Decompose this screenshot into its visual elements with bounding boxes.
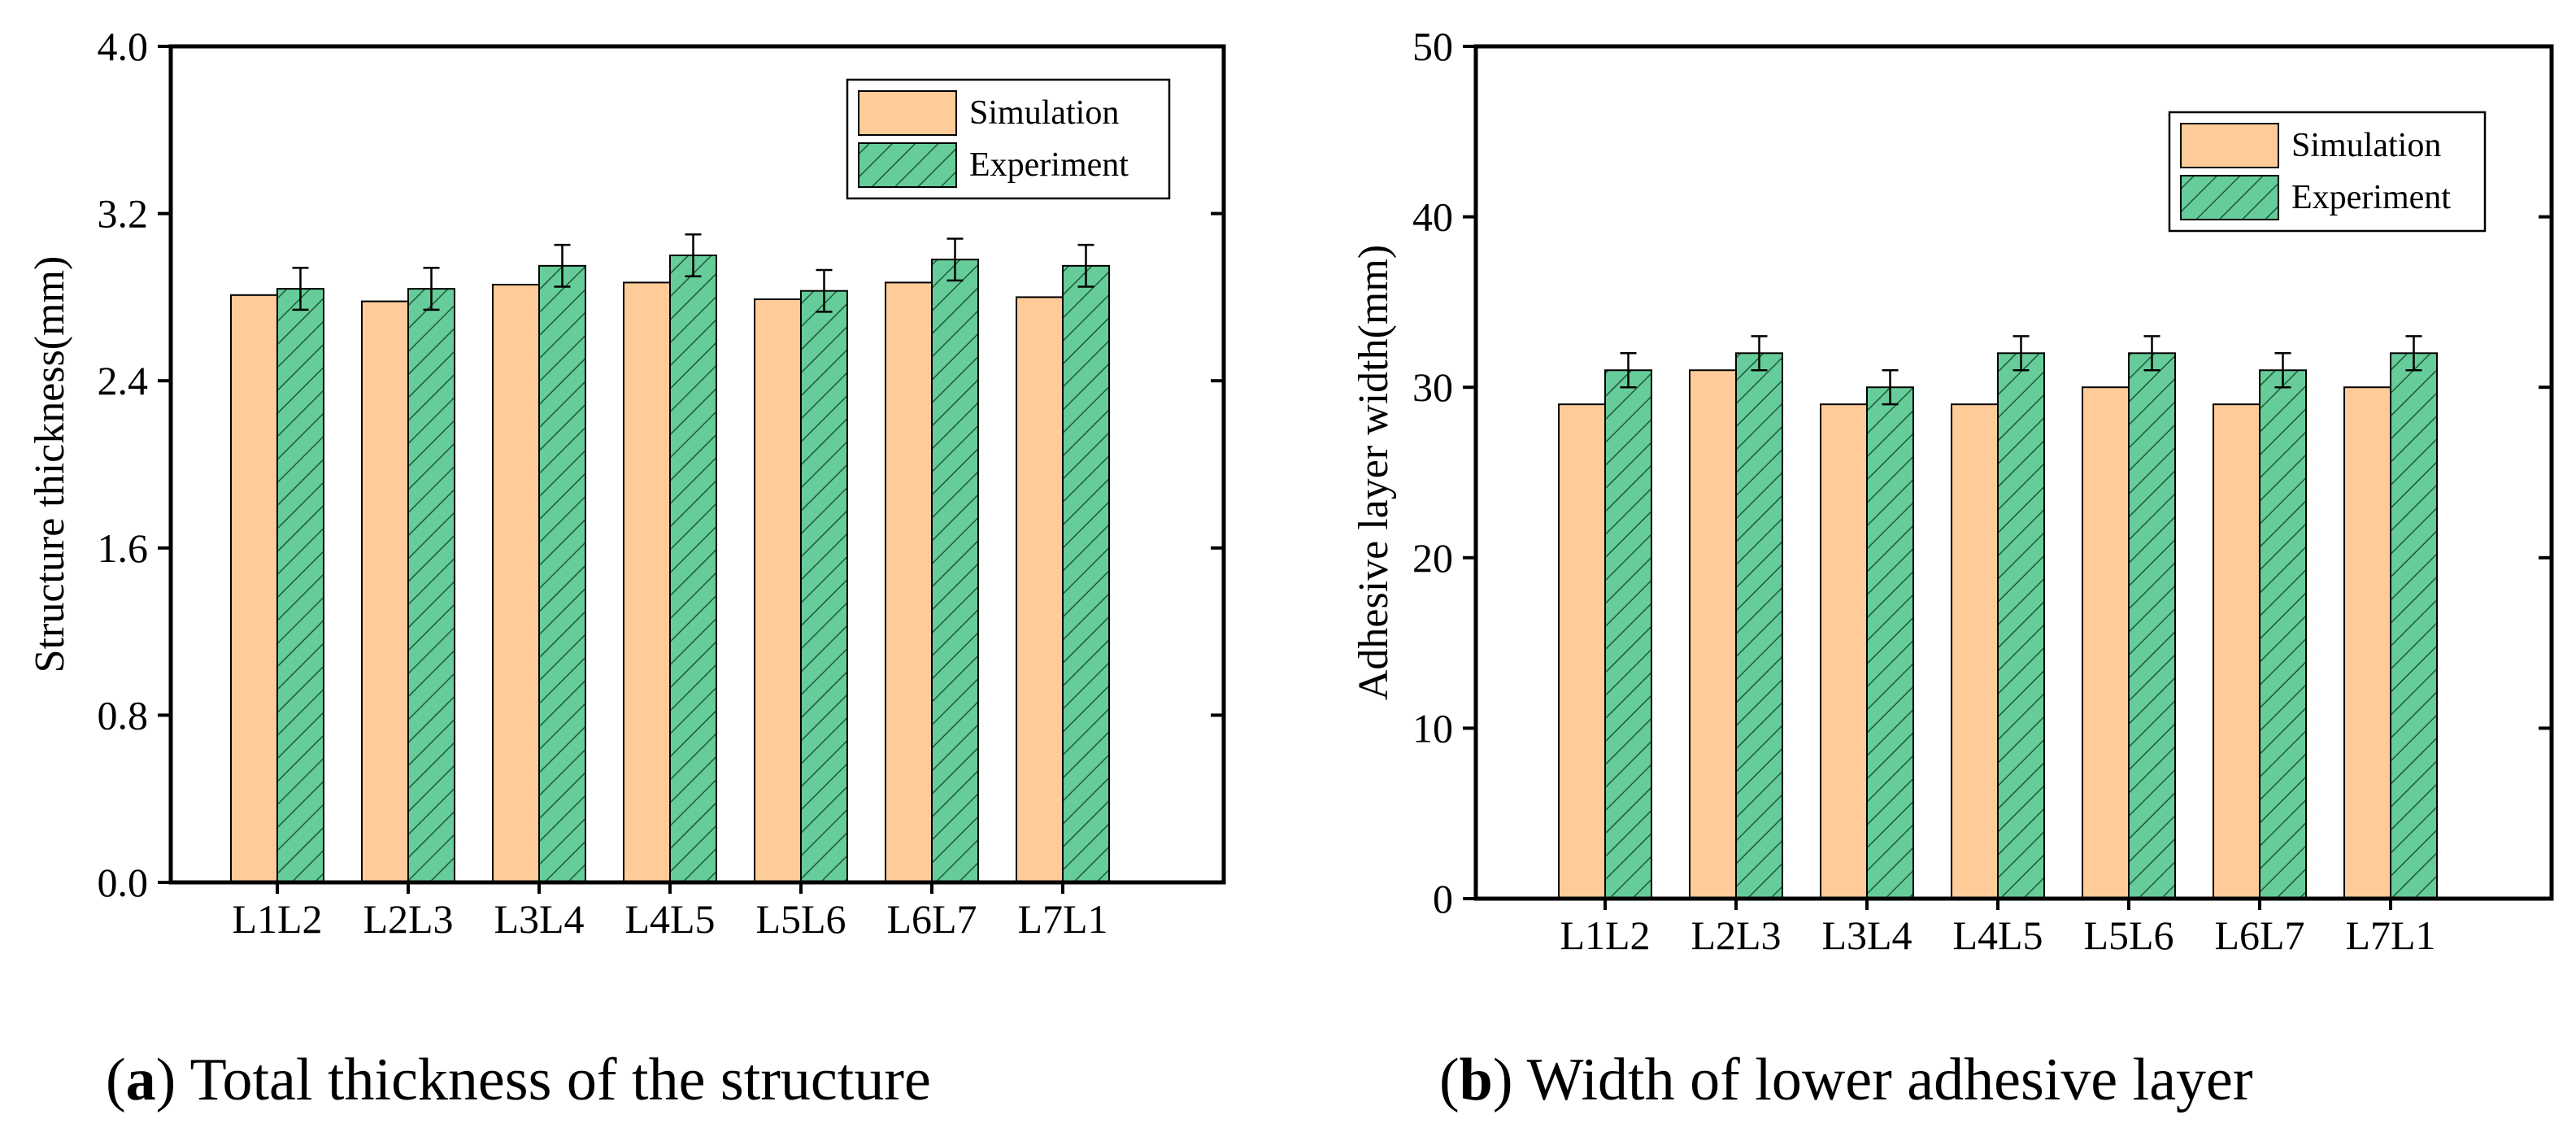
y-tick-label: 1.6	[98, 525, 149, 571]
error-bar-l4l5	[685, 233, 702, 277]
bar-simulation-l7l1	[2343, 386, 2391, 899]
bar-experiment-l2l3	[1735, 352, 1783, 899]
error-bar-l1l2	[1620, 352, 1637, 389]
caption-b-letter: b	[1460, 1047, 1493, 1113]
bar-experiment-l5l6	[800, 290, 848, 883]
x-tick-label-l5l6: L5L6	[2083, 912, 2174, 958]
error-bar-l4l5	[2012, 335, 2030, 372]
bar-simulation-l2l3	[1689, 369, 1737, 899]
y-axis-title: Adhesive layer width(mm)	[1351, 245, 1397, 700]
bar-simulation-l6l7	[2213, 403, 2261, 900]
x-axis-ticks: L1L2 L2L3 L3L4 L4L5 L5L6 L6L7 L7L1	[1560, 899, 2436, 958]
error-bars-group	[292, 233, 1094, 313]
x-tick-label-l6l7: L6L7	[886, 896, 977, 942]
legend-label-experiment: Experiment	[969, 146, 1129, 184]
error-bar-l6l7	[946, 237, 964, 282]
y-axis-title: Structure thickness(mm)	[27, 256, 73, 673]
bar-simulation-l3l4	[492, 283, 540, 884]
error-bar-l3l4	[554, 243, 571, 288]
bar-experiment-l1l2	[1604, 369, 1652, 899]
error-bar-l2l3	[423, 267, 440, 311]
legend-label-experiment: Experiment	[2291, 179, 2451, 216]
x-tick-label-l1l2: L1L2	[232, 896, 322, 942]
legend-swatch-simulation	[2180, 123, 2279, 168]
legend-swatch-experiment	[2180, 175, 2279, 220]
legend-swatch-simulation	[858, 90, 957, 136]
x-tick-label-l3l4: L3L4	[494, 896, 584, 942]
bar-simulation-l3l4	[1820, 403, 1868, 900]
error-bar-l2l3	[1751, 335, 1768, 372]
x-tick-label-l1l2: L1L2	[1560, 912, 1650, 958]
x-axis-ticks: L1L2 L2L3 L3L4 L4L5 L5L6 L6L7 L7L1	[232, 882, 1108, 942]
bars-group	[1558, 352, 2438, 900]
y-tick-label: 30	[1412, 364, 1453, 410]
y-tick-label: 3.2	[98, 191, 149, 237]
panel-a: 0.00.81.62.43.24.0 L1L2 L2L3 L3L4 L4L5 L5L6 L…	[27, 24, 1226, 1113]
y-tick-label: 4.0	[98, 24, 149, 69]
plot-frame	[168, 44, 1226, 885]
bar-simulation-l1l2	[1558, 403, 1606, 900]
y-tick-label: 0.0	[98, 860, 149, 905]
bar-simulation-l7l1	[1016, 296, 1064, 883]
x-tick-label-l3l4: L3L4	[1821, 912, 1912, 958]
caption-b: (b) Width of lower adhesive layer	[1439, 1047, 2253, 1113]
x-tick-label-l6l7: L6L7	[2214, 912, 2304, 958]
legend: Simulation Experiment	[2168, 111, 2487, 233]
plot-frame	[1473, 44, 2554, 901]
bar-experiment-l3l4	[1866, 386, 1914, 899]
bar-simulation-l6l7	[885, 281, 933, 884]
legend-swatch-experiment	[858, 142, 957, 188]
bar-simulation-l4l5	[1951, 403, 1999, 900]
error-bar-l7l1	[2405, 335, 2422, 372]
caption-a-text: ) Total thickness of the structure	[156, 1047, 931, 1113]
error-bar-l5l6	[2143, 335, 2160, 372]
bar-experiment-l4l5	[1997, 352, 2045, 899]
x-tick-label-l7l1: L7L1	[2345, 912, 2435, 958]
error-bar-l7l1	[1077, 243, 1094, 288]
y-tick-label: 10	[1412, 705, 1453, 751]
legend-label-simulation: Simulation	[969, 94, 1119, 132]
bar-simulation-l5l6	[754, 298, 802, 884]
y-tick-label: 50	[1412, 24, 1453, 69]
bar-experiment-l7l1	[1062, 264, 1110, 884]
bar-simulation-l1l2	[230, 294, 278, 883]
bar-experiment-l4l5	[669, 255, 717, 883]
bar-experiment-l6l7	[2259, 369, 2307, 899]
panel-b: 0 10 20 30 40 50 L1L2 L2L3 L3L4 L4L5 L5L6 L6L7 L7L1…	[1351, 24, 2554, 1113]
caption-b-text: ) Width of lower adhesive layer	[1493, 1047, 2253, 1113]
legend-label-simulation: Simulation	[2291, 127, 2441, 164]
x-tick-label-l7l1: L7L1	[1017, 896, 1107, 942]
x-tick-label-l2l3: L2L3	[363, 896, 453, 942]
y-tick-label: 20	[1412, 535, 1453, 581]
caption-a: (a) Total thickness of the structure	[106, 1047, 931, 1113]
bars-group	[230, 255, 1110, 884]
y-tick-label: 2.4	[98, 358, 149, 403]
y-axis-ticks: 0.0 0.8 1.6 2.4 3.2 4.0	[98, 24, 1224, 905]
x-tick-label-l4l5: L4L5	[624, 896, 715, 942]
error-bar-l6l7	[2274, 352, 2291, 389]
bar-experiment-l7l1	[2390, 352, 2438, 899]
error-bars-group	[1620, 335, 2422, 406]
bar-experiment-l1l2	[276, 288, 324, 883]
caption-a-letter: a	[126, 1047, 156, 1113]
y-tick-label: 0	[1433, 876, 1453, 921]
bar-simulation-l4l5	[623, 281, 671, 884]
legend: Simulation Experiment	[846, 78, 1171, 200]
x-tick-label-l5l6: L5L6	[755, 896, 846, 942]
bar-experiment-l2l3	[407, 288, 455, 883]
error-bar-l1l2	[292, 267, 309, 311]
bar-simulation-l5l6	[2082, 386, 2130, 899]
error-bar-l5l6	[816, 268, 833, 313]
x-tick-label-l4l5: L4L5	[1952, 912, 2043, 958]
bar-experiment-l5l6	[2128, 352, 2176, 899]
bar-experiment-l6l7	[931, 259, 979, 883]
y-axis-ticks: 0 10 20 30 40 50	[1412, 24, 2552, 921]
y-tick-label: 40	[1412, 194, 1453, 240]
x-tick-label-l2l3: L2L3	[1690, 912, 1781, 958]
y-tick-label: 0.8	[98, 692, 149, 738]
bar-experiment-l3l4	[538, 264, 586, 884]
bar-simulation-l2l3	[361, 300, 409, 884]
error-bar-l3l4	[1882, 368, 1899, 406]
